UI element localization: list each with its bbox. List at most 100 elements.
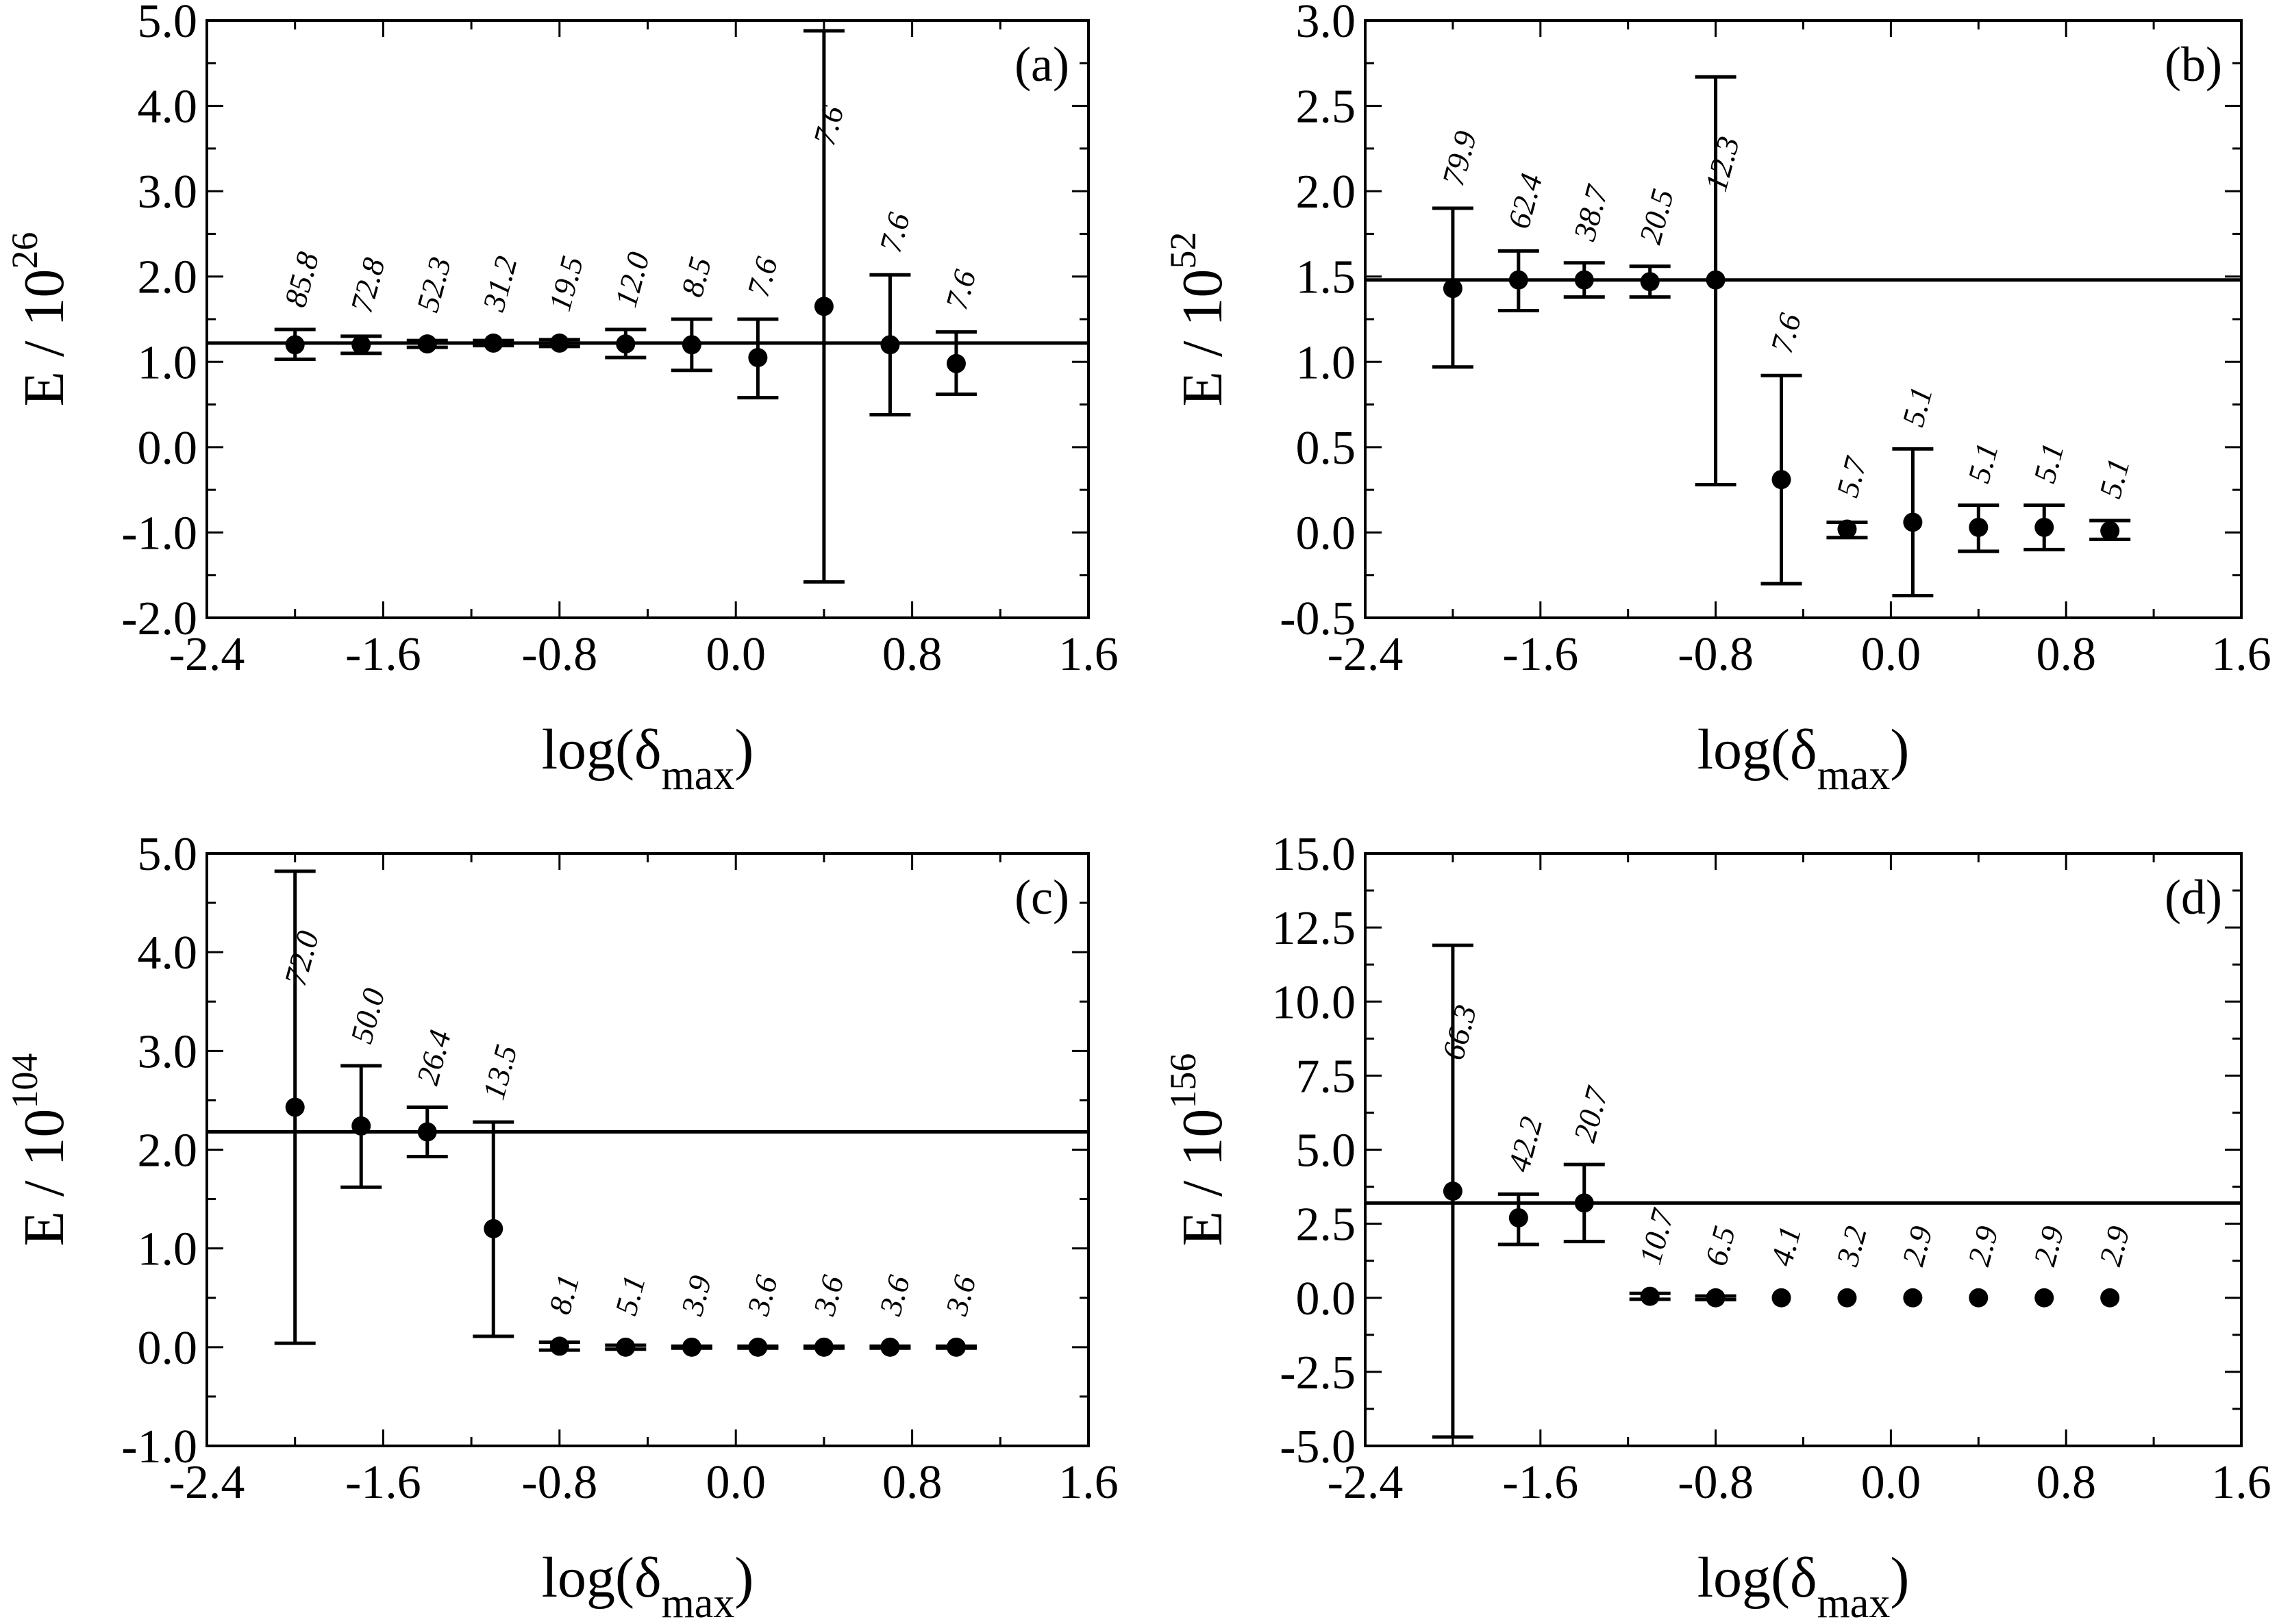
x-tick-label: -2.4 — [1328, 1456, 1404, 1509]
y-tick-label: -1.0 — [121, 1421, 197, 1473]
data-point: 10.7 — [1629, 1204, 1681, 1306]
point-marker — [351, 335, 371, 355]
y-tick-label: 2.0 — [138, 251, 198, 304]
point-label: 12.3 — [1698, 133, 1746, 195]
x-tick-label: 1.6 — [1058, 628, 1119, 681]
point-label: 19.5 — [542, 253, 590, 315]
point-marker — [417, 334, 437, 354]
y-tick-label: 1.5 — [1296, 251, 1356, 304]
point-marker — [1969, 1288, 1989, 1308]
x-tick-label: 1.6 — [2211, 628, 2271, 681]
point-label: 20.5 — [1632, 185, 1680, 247]
point-label: 42.2 — [1501, 1113, 1549, 1175]
y-tick-label: 0.0 — [1296, 1273, 1356, 1325]
point-label: 66.3 — [1435, 1001, 1483, 1064]
x-tick-label: -0.8 — [1678, 1456, 1754, 1509]
x-axis-title: log(δmax) — [542, 1546, 754, 1624]
chart-panel-1: -2.4 -1.6 -0.8 0.0 0.8 1.6 -2.0 -1.0 0.0 1.0 2.0 3.… — [4, 0, 1119, 799]
point-label: 7.6 — [873, 209, 917, 256]
data-point: 7.6 — [737, 253, 784, 400]
point-marker — [880, 335, 900, 355]
x-tick-label: 0.8 — [2036, 628, 2096, 681]
x-tick-label: 1.6 — [2211, 1456, 2271, 1509]
point-label: 8.1 — [542, 1271, 586, 1318]
point-label: 26.4 — [410, 1026, 458, 1088]
point-marker — [2100, 521, 2120, 540]
point-label: 6.5 — [1698, 1223, 1742, 1270]
data-point: 5.1 — [2089, 455, 2137, 541]
x-tick-label: -2.4 — [169, 1456, 245, 1509]
data-point: 2.9 — [2027, 1223, 2071, 1308]
point-label: 7.6 — [1764, 310, 1808, 357]
point-marker — [285, 335, 305, 355]
data-point: 72.0 — [274, 869, 325, 1345]
x-tick-label: -1.6 — [1502, 628, 1578, 681]
data-point: 8.1 — [538, 1271, 586, 1356]
x-axis-title: log(δmax) — [1697, 718, 1910, 799]
data-point: 7.6 — [869, 209, 917, 417]
x-tick-label: -1.6 — [345, 628, 421, 681]
point-label: 2.9 — [2027, 1223, 2071, 1270]
y-tick-label: 4.0 — [138, 927, 198, 979]
point-label: 10.7 — [1632, 1204, 1681, 1268]
data-point: 2.9 — [1961, 1223, 2005, 1308]
data-point: 3.6 — [737, 1272, 784, 1357]
point-marker — [616, 334, 636, 354]
data-point: 5.1 — [2023, 439, 2071, 551]
point-marker — [1640, 272, 1660, 292]
point-label: 5.1 — [1895, 383, 1939, 430]
point-marker — [682, 1337, 701, 1357]
data-point: 52.3 — [406, 253, 458, 354]
data-point: 12.0 — [605, 249, 656, 360]
data-point: 62.4 — [1497, 170, 1549, 313]
point-label: 3.6 — [740, 1272, 784, 1320]
data-point: 72.8 — [340, 254, 392, 355]
point-label: 13.5 — [476, 1041, 524, 1103]
data-point: 13.5 — [473, 1041, 524, 1338]
y-axis-title: E / 1052 — [1162, 232, 1234, 407]
y-tick-label: 0.0 — [138, 1322, 198, 1375]
point-marker — [814, 1337, 834, 1357]
data-point: 2.9 — [1895, 1223, 1939, 1308]
y-tick-label: -5.0 — [1280, 1421, 1356, 1473]
x-tick-label: 0.8 — [882, 628, 943, 681]
point-label: 3.6 — [938, 1272, 982, 1320]
point-label: 20.7 — [1567, 1082, 1615, 1146]
y-tick-label: 7.5 — [1296, 1050, 1356, 1103]
point-label: 7.6 — [806, 102, 850, 149]
point-marker — [1706, 1288, 1726, 1308]
point-marker — [682, 335, 701, 355]
y-tick-label: 3.0 — [138, 166, 198, 218]
point-marker — [880, 1337, 900, 1357]
point-marker — [1771, 470, 1791, 490]
y-tick-label: 3.0 — [138, 1025, 198, 1078]
point-marker — [2100, 1288, 2120, 1308]
point-marker — [1574, 1193, 1594, 1213]
point-marker — [484, 1219, 503, 1238]
data-point: 3.6 — [803, 1272, 850, 1357]
point-marker — [748, 348, 768, 368]
y-tick-label: -2.0 — [121, 592, 197, 645]
point-label: 72.0 — [277, 927, 325, 990]
point-marker — [417, 1122, 437, 1142]
y-tick-label: 1.0 — [1296, 336, 1356, 389]
point-marker — [2034, 1288, 2054, 1308]
point-label: 62.4 — [1501, 170, 1549, 232]
y-tick-label: 0.0 — [138, 422, 198, 475]
y-tick-label: 0.0 — [1296, 507, 1356, 560]
point-label: 5.1 — [1961, 439, 2005, 486]
y-tick-label: 12.5 — [1272, 902, 1356, 955]
y-tick-label: 5.0 — [1296, 1125, 1356, 1177]
point-label: 3.6 — [873, 1272, 917, 1320]
point-label: 79.9 — [1435, 127, 1483, 190]
plot-frame — [206, 19, 1090, 619]
point-label: 8.5 — [674, 253, 718, 301]
chart-panel-3: -2.4 -1.6 -0.8 0.0 0.8 1.6 -1.0 0.0 1.0 2.0 3.0 4.0… — [4, 828, 1119, 1624]
data-point: 19.5 — [538, 253, 590, 353]
point-label: 3.9 — [674, 1272, 718, 1320]
y-tick-label: 15.0 — [1272, 828, 1356, 881]
panel-tag: (b) — [2165, 37, 2222, 92]
point-label: 7.6 — [740, 253, 784, 301]
data-point: 66.3 — [1432, 943, 1483, 1439]
